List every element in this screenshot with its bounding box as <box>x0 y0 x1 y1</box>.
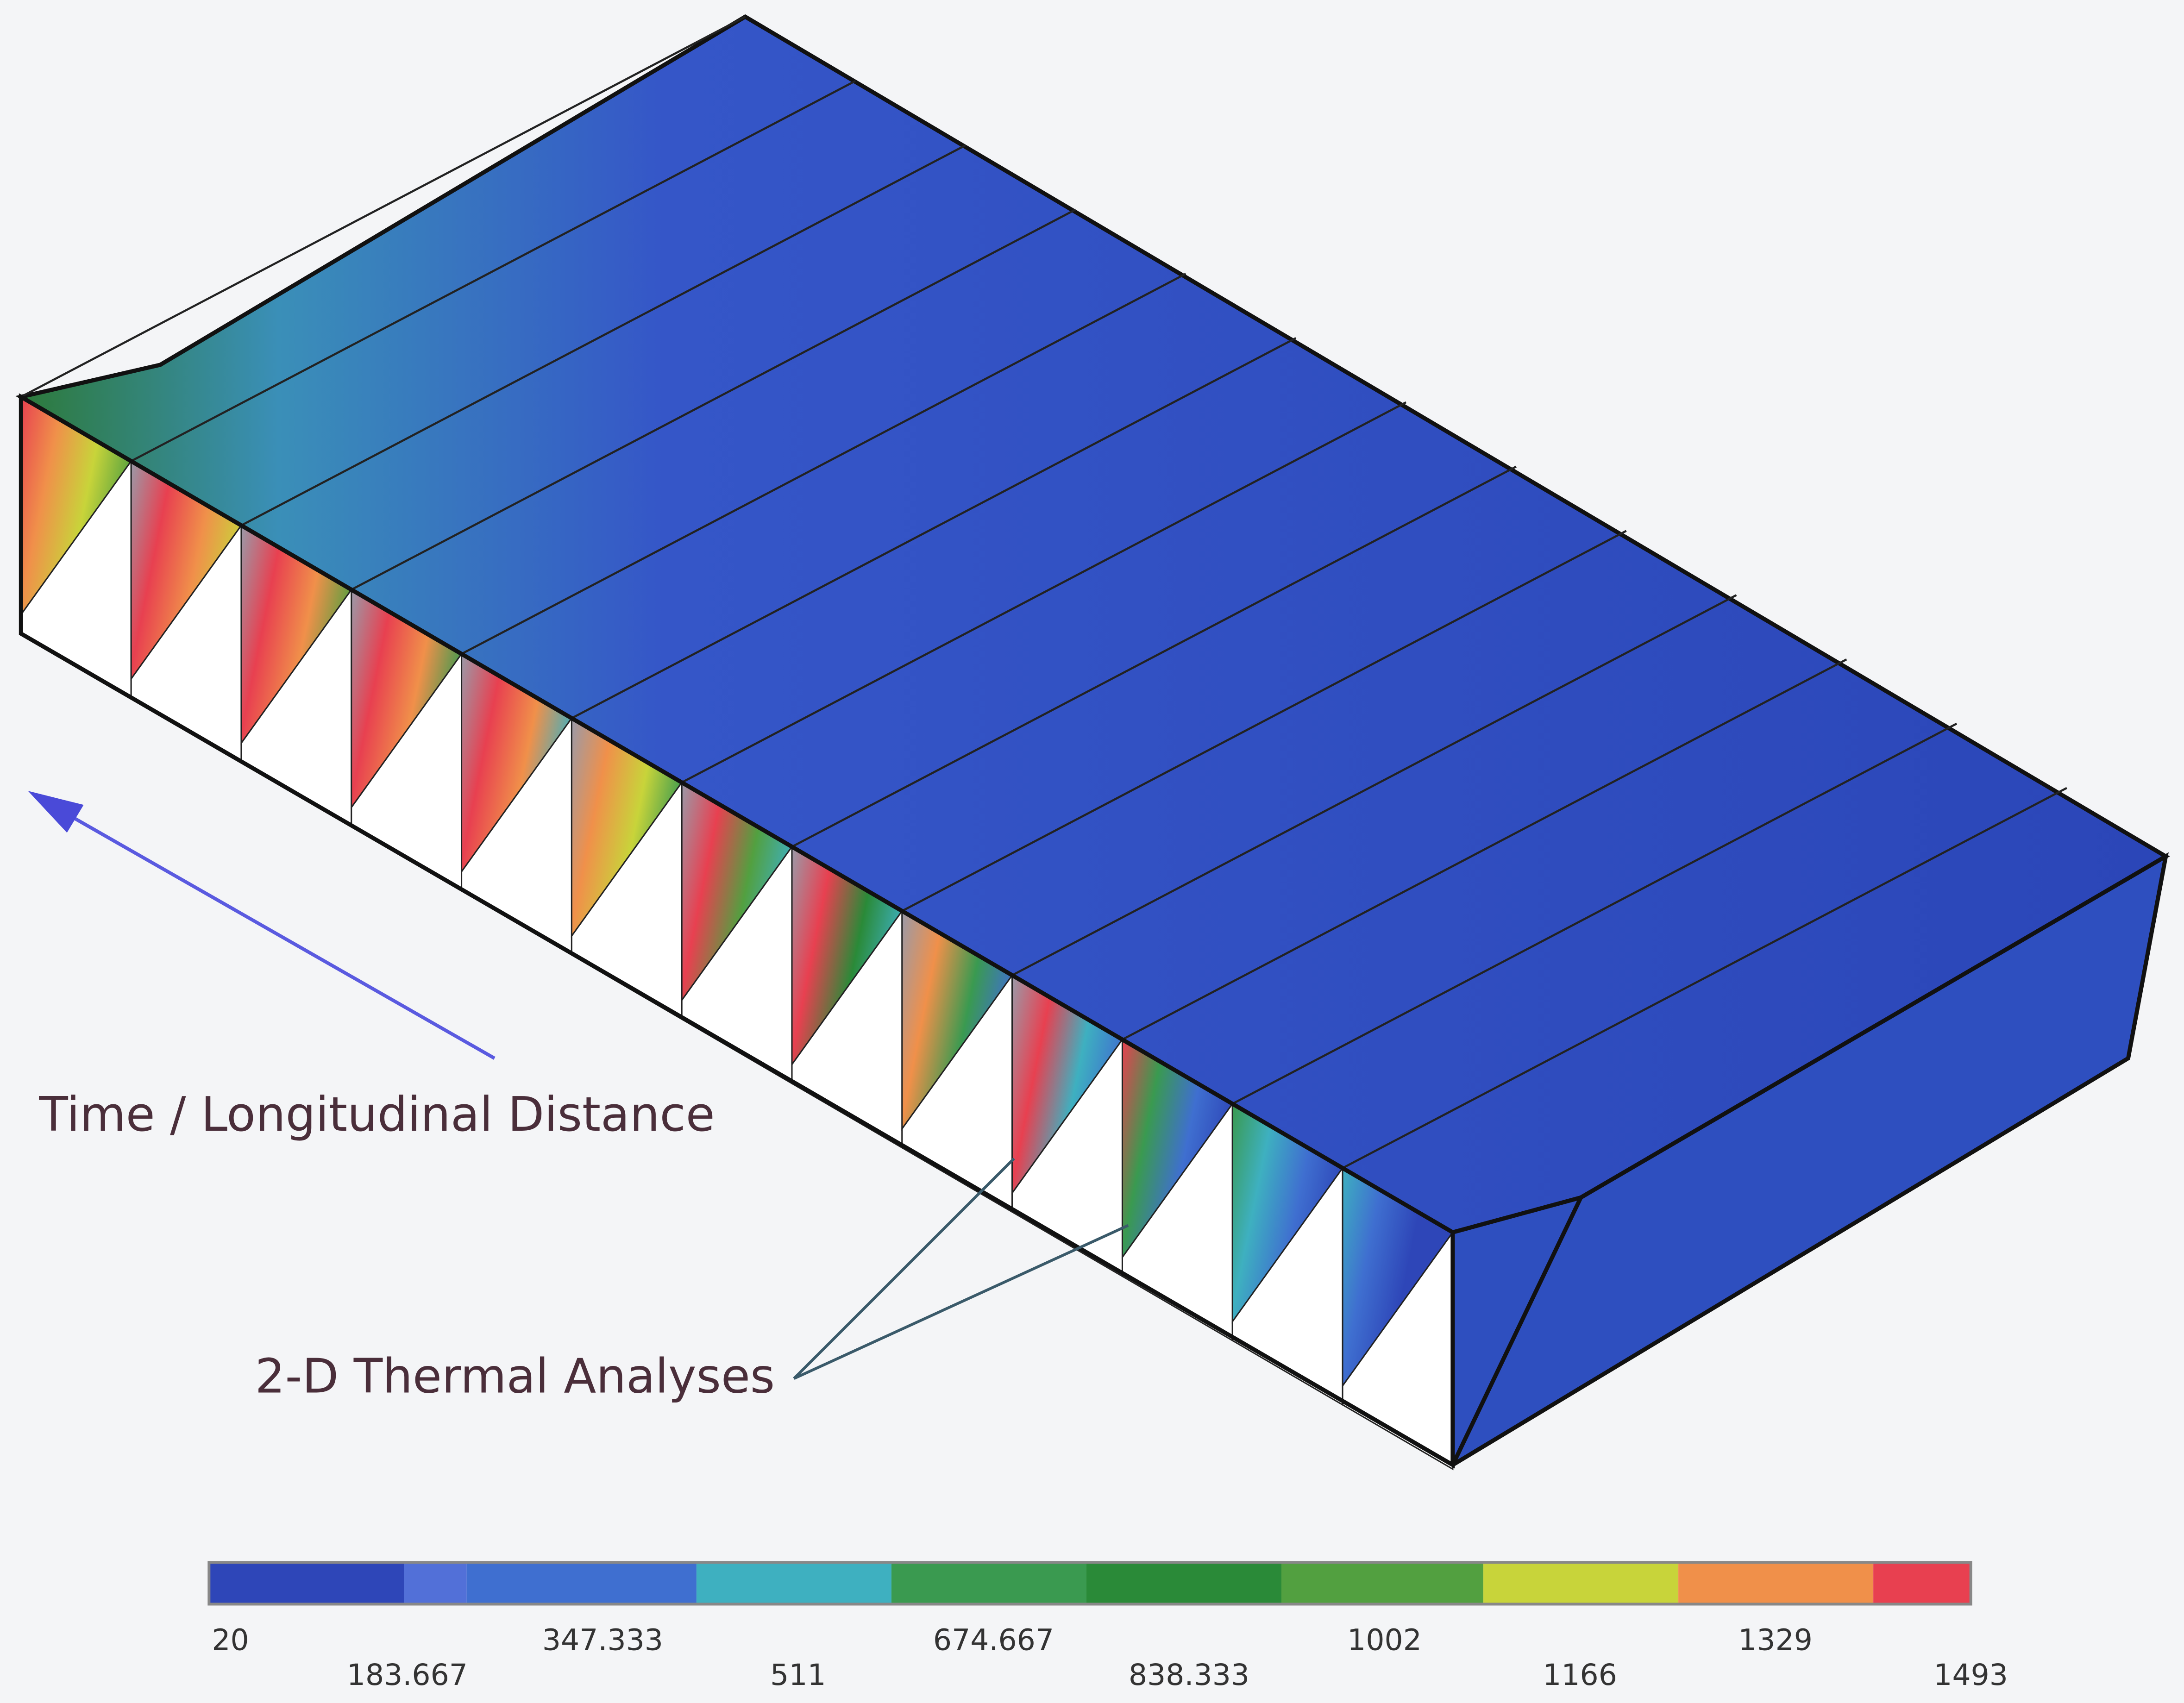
section-edge <box>681 401 1407 783</box>
colorbar-label: 20 <box>212 1623 249 1657</box>
colorbar-label: 511 <box>770 1658 826 1692</box>
colorbar-band <box>209 1562 404 1604</box>
section-edge <box>461 273 1186 655</box>
section-edge <box>1122 658 1847 1041</box>
direction-label: Time / Longitudinal Distance <box>38 1087 715 1142</box>
end-face <box>1450 852 2169 1469</box>
arrow-head <box>28 791 84 833</box>
colorbar-labels: 20 183.667 347.333 511 674.667 838.333 1002 116… <box>212 1623 2008 1692</box>
section-edge <box>1011 594 1737 977</box>
colorbar-frame <box>207 1561 1972 1606</box>
section-edge <box>901 530 1627 912</box>
direction-arrow <box>55 806 496 1060</box>
edge <box>1450 1196 1583 1466</box>
colorbar-label: 1329 <box>1738 1623 1813 1657</box>
colorbar-label: 838.333 <box>1129 1658 1249 1692</box>
colorbar-band <box>1281 1562 1484 1604</box>
colorbar-label: 674.667 <box>933 1623 1054 1657</box>
colorbar <box>207 1561 1972 1606</box>
colorbar-band <box>466 1562 697 1604</box>
colorbar-band <box>1086 1562 1282 1604</box>
section-edge <box>351 208 1076 591</box>
colorbar-band <box>1678 1562 1874 1604</box>
section-edge <box>1342 787 2067 1169</box>
colorbar-label: 1002 <box>1347 1623 1422 1657</box>
colorbar-label: 347.333 <box>542 1623 663 1657</box>
section-edge <box>571 337 1297 720</box>
section-edge <box>20 16 746 398</box>
leader-line <box>793 1157 1015 1380</box>
section-edge <box>131 80 856 462</box>
colorbar-band <box>404 1562 467 1604</box>
section-edge <box>791 465 1517 848</box>
colorbar-band <box>1483 1562 1679 1604</box>
colorbar-band <box>1873 1562 1971 1604</box>
front-outline <box>19 393 1455 1469</box>
section-blank <box>1342 1230 1454 1471</box>
colorbar-label: 1493 <box>1933 1658 2008 1692</box>
thermal-block <box>15 14 2170 1471</box>
colorbar-band <box>696 1562 891 1604</box>
colorbar-label: 1166 <box>1543 1658 1617 1692</box>
colorbar-label: 183.667 <box>347 1658 468 1692</box>
sections-label: 2-D Thermal Analyses <box>255 1349 775 1404</box>
sections <box>20 16 2067 1471</box>
section-edge <box>1232 722 1958 1105</box>
leader-line <box>793 1224 1129 1380</box>
colorbar-band <box>891 1562 1086 1604</box>
section-edge <box>240 144 966 526</box>
